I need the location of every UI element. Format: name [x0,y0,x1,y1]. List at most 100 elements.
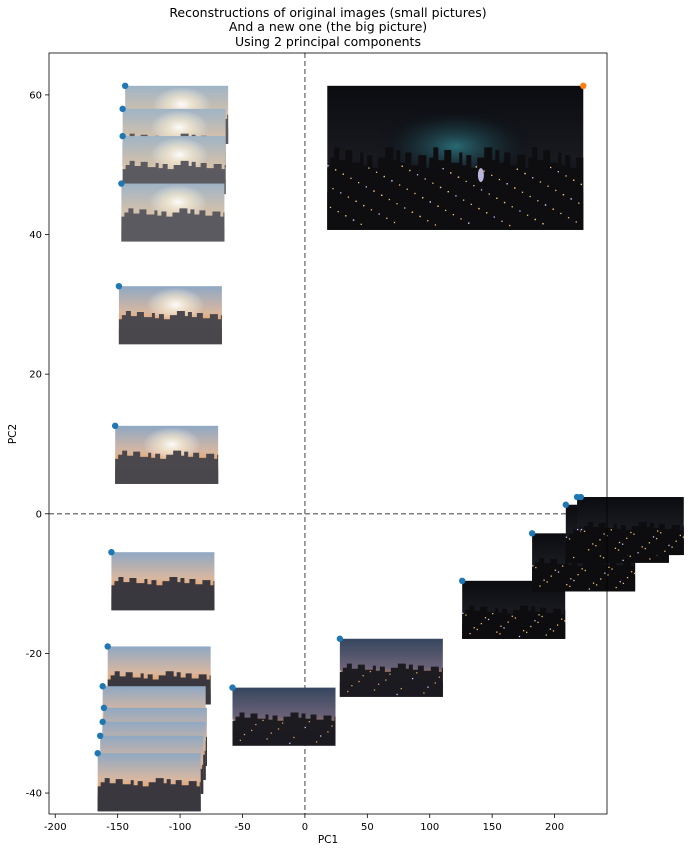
thumbnail-light [460,218,462,220]
thumbnail-light [550,166,552,169]
thumbnail-light [519,210,521,212]
thumbnail-light [369,670,372,673]
thumbnail-light [477,168,484,183]
data-point [115,282,123,290]
thumbnail-light [622,582,625,585]
thumbnail-light [447,191,449,193]
thumbnail-light [470,203,472,206]
thumbnail-image [111,552,215,611]
thumbnail-light [363,204,365,207]
x-tick-label: -100 [169,822,192,833]
thumbnail-light [671,546,673,548]
thumbnail-light [351,685,353,687]
thumbnail-light [634,572,636,575]
thumbnail-light [484,617,487,619]
thumbnail-light [555,189,557,192]
y-tick-label: -20 [26,649,42,660]
thumbnail-light [578,202,580,204]
thumbnail-light [626,537,628,540]
data-point [577,493,584,501]
thumbnail-light [465,180,467,183]
thumbnail-light [580,528,583,531]
thumbnail-light [360,223,362,225]
thumbnail-light [389,673,391,675]
thumbnail-light [411,677,414,680]
thumbnail-light [516,168,519,170]
thumbnail-light [539,181,542,183]
data-point [119,132,126,140]
thumbnail-image [232,687,336,746]
thumbnail-light [401,165,403,167]
thumbnail-light [568,538,571,540]
x-tick-label: 50 [361,822,374,833]
thumbnail-light [496,197,498,199]
thumbnail-light [422,197,424,199]
thumbnail-light [498,178,501,181]
thumbnail-light [442,168,444,170]
thumbnail-image [118,286,222,345]
data-point [528,530,536,537]
thumbnail-light [657,530,659,532]
thumbnail-light [522,630,525,632]
thumbnail-light [434,682,436,684]
thumbnail-light [549,628,552,630]
thumbnail-light [473,184,475,187]
thumbnail-light [432,182,434,184]
thumbnail-light [588,588,591,590]
thumbnail-light [641,546,643,548]
thumbnail-light [385,679,387,681]
thumbnail-light [603,533,605,535]
thumbnail-light [547,185,549,187]
thumbnail-light [592,543,594,545]
thumbnail-light [308,720,311,723]
thumbnail-light [327,165,329,167]
thumbnail-light [537,200,539,202]
thumbnail-ground [532,576,636,592]
data-point [104,643,111,650]
y-tick-label: 20 [29,370,42,381]
thumbnail-light [368,167,370,169]
thumbnail-light [541,615,543,618]
thumbnail-ground [462,623,566,639]
thumbnail-light [347,690,349,693]
thumbnail-light [562,194,565,196]
title-line-3: Using 2 principal components [235,34,421,49]
thumbnail-light [462,199,465,201]
thumbnail-light [339,670,342,672]
data-point [99,683,106,690]
thumbnail-light [552,630,555,632]
thumbnail-light [581,568,583,570]
thumbnail-light [320,735,322,737]
thumbnail-light [270,732,272,734]
thumbnail-light [503,201,506,204]
thumbnail-light [388,198,391,201]
thumbnail-light [396,203,398,205]
data-point [118,180,125,187]
thumbnail-light [409,169,411,172]
thumbnail-light [499,633,501,635]
thumbnail-light [352,219,355,221]
thumbnail-light [524,172,526,175]
thumbnail-light [526,631,528,634]
thumbnail-light [534,218,536,221]
thumbnail-light [350,177,352,180]
thumbnail-light [532,177,534,179]
thumbnail-light [607,574,609,576]
thumbnail-light [486,212,488,214]
thumbnail-light [332,187,334,190]
thumbnail-light [664,550,666,552]
thumbnail-light [450,172,452,174]
thumbnail-light [539,585,541,587]
thumbnail-light [491,174,493,176]
thumbnail-light [595,584,598,586]
thumbnail-light [611,568,613,570]
thumbnail-light [457,176,460,178]
thumbnail-light [342,173,344,175]
thumbnail-light [557,171,559,173]
thumbnail-light [462,612,464,615]
thumbnail-light [602,557,605,559]
thumbnail-light [554,569,557,571]
thumbnail-light [566,583,568,586]
thumbnail-light [617,549,620,551]
thumbnail-ground [121,226,225,242]
